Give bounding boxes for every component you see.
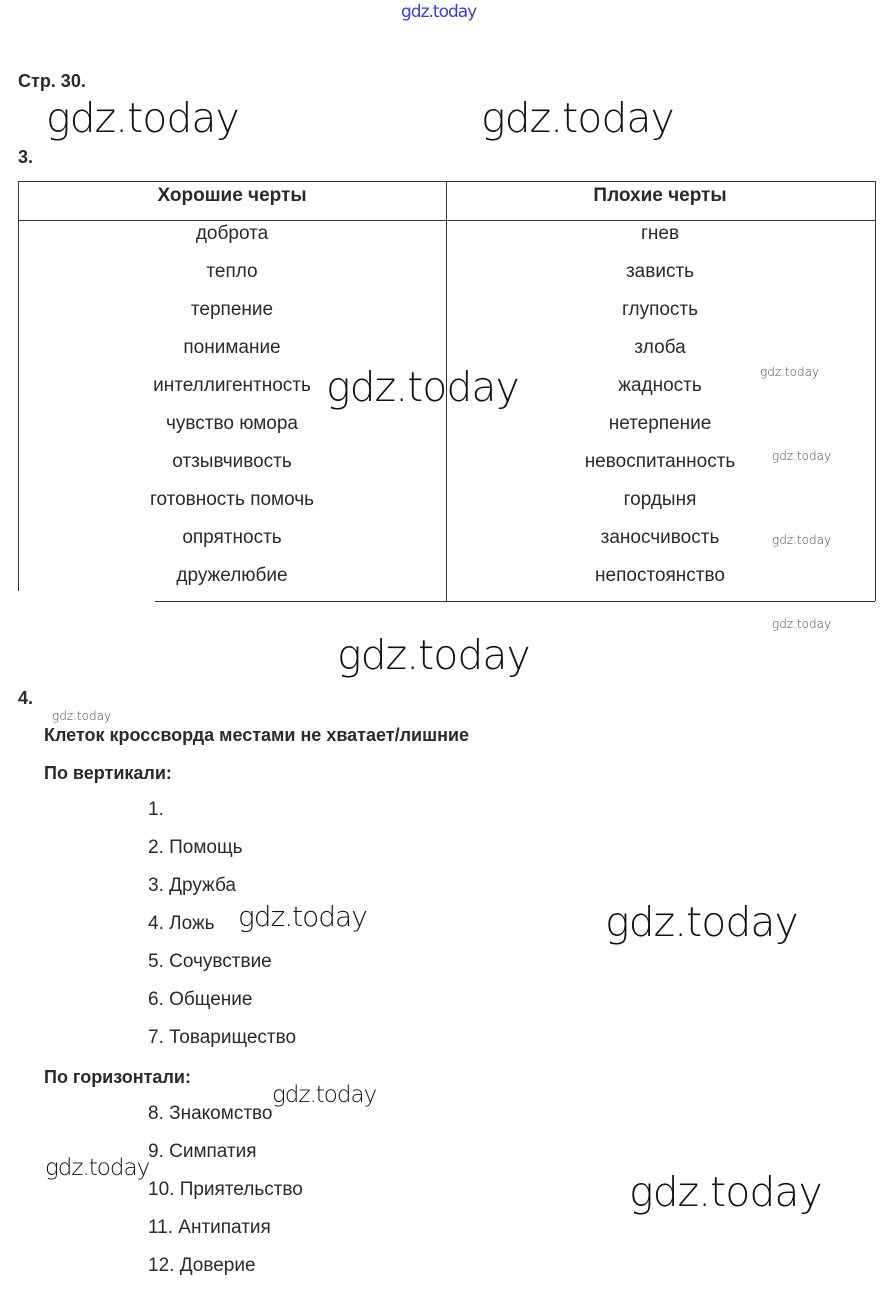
good-trait-cell: готовность помочь: [149, 489, 315, 510]
task3-number: 3.: [18, 147, 34, 167]
good-trait-cell: терпение: [190, 299, 274, 320]
watermark: gdz.today: [337, 631, 531, 679]
good-trait-cell: чувство юмора: [165, 413, 298, 434]
bad-trait-cell: нетерпение: [608, 413, 712, 434]
vertical-answer: 1.: [148, 799, 164, 820]
horizontal-answer: 11. Антипатия: [148, 1217, 271, 1238]
header-bad-traits: Плохие черты: [593, 185, 727, 206]
watermark: gdz.today: [45, 1155, 150, 1181]
good-trait-cell: отзывчивость: [172, 451, 292, 472]
bad-trait-cell: невоспитанность: [584, 451, 736, 472]
page-label: Стр. 30.: [18, 71, 86, 91]
bad-trait-cell: гордыня: [623, 489, 697, 510]
vertical-answer: 3. Дружба: [148, 875, 236, 896]
watermark: gdz.today: [52, 709, 112, 723]
good-trait-cell: опрятность: [182, 527, 282, 548]
vertical-answer: 2. Помощь: [148, 837, 243, 858]
good-trait-cell: доброта: [195, 223, 269, 244]
bad-trait-cell: непостоянство: [595, 565, 725, 586]
horizontal-answer: 10. Приятельство: [148, 1179, 303, 1200]
bad-trait-cell: глупость: [621, 299, 699, 320]
good-trait-cell: тепло: [206, 261, 258, 282]
bad-trait-cell: зависть: [625, 261, 695, 282]
good-trait-cell: интеллигентность: [153, 375, 311, 396]
task4-number: 4.: [18, 688, 34, 708]
task4-note: Клеток кроссворда местами не хватает/лиш…: [44, 725, 470, 745]
watermark: gdz.today: [760, 365, 820, 379]
good-trait-cell: дружелюбие: [176, 565, 288, 586]
bad-trait-cell: гнев: [640, 223, 680, 244]
horizontal-answer: 9. Симпатия: [148, 1141, 257, 1162]
horizontal-answer: 8. Знакомство: [148, 1103, 273, 1124]
vertical-title: По вертикали:: [44, 763, 172, 783]
good-trait-cell: понимание: [183, 337, 281, 358]
watermark: gdz.today: [238, 900, 368, 933]
watermark: gdz.today: [481, 94, 675, 142]
bad-trait-cell: жадность: [618, 375, 702, 396]
vertical-answer: 5. Сочувствие: [148, 951, 272, 972]
horizontal-answer: 12. Доверие: [148, 1255, 256, 1276]
header-good-traits: Хорошие черты: [157, 185, 307, 206]
watermark: gdz.today: [46, 94, 240, 142]
horizontal-title: По горизонтали:: [44, 1067, 191, 1087]
watermark: gdz.today: [326, 363, 520, 411]
watermark: gdz.today: [272, 1082, 377, 1108]
watermark: gdz.today: [772, 617, 832, 631]
watermark: gdz.today: [772, 533, 832, 547]
watermark: gdz.today: [629, 1168, 823, 1216]
watermark-top: gdz.today: [401, 2, 477, 22]
bad-trait-cell: заносчивость: [600, 527, 720, 548]
vertical-answer: 6. Общение: [148, 989, 253, 1010]
vertical-answer: 7. Товарищество: [148, 1027, 297, 1048]
watermark: gdz.today: [605, 898, 799, 946]
watermark: gdz.today: [772, 449, 832, 463]
vertical-answer: 4. Ложь: [148, 913, 215, 934]
bad-trait-cell: злоба: [634, 337, 686, 358]
